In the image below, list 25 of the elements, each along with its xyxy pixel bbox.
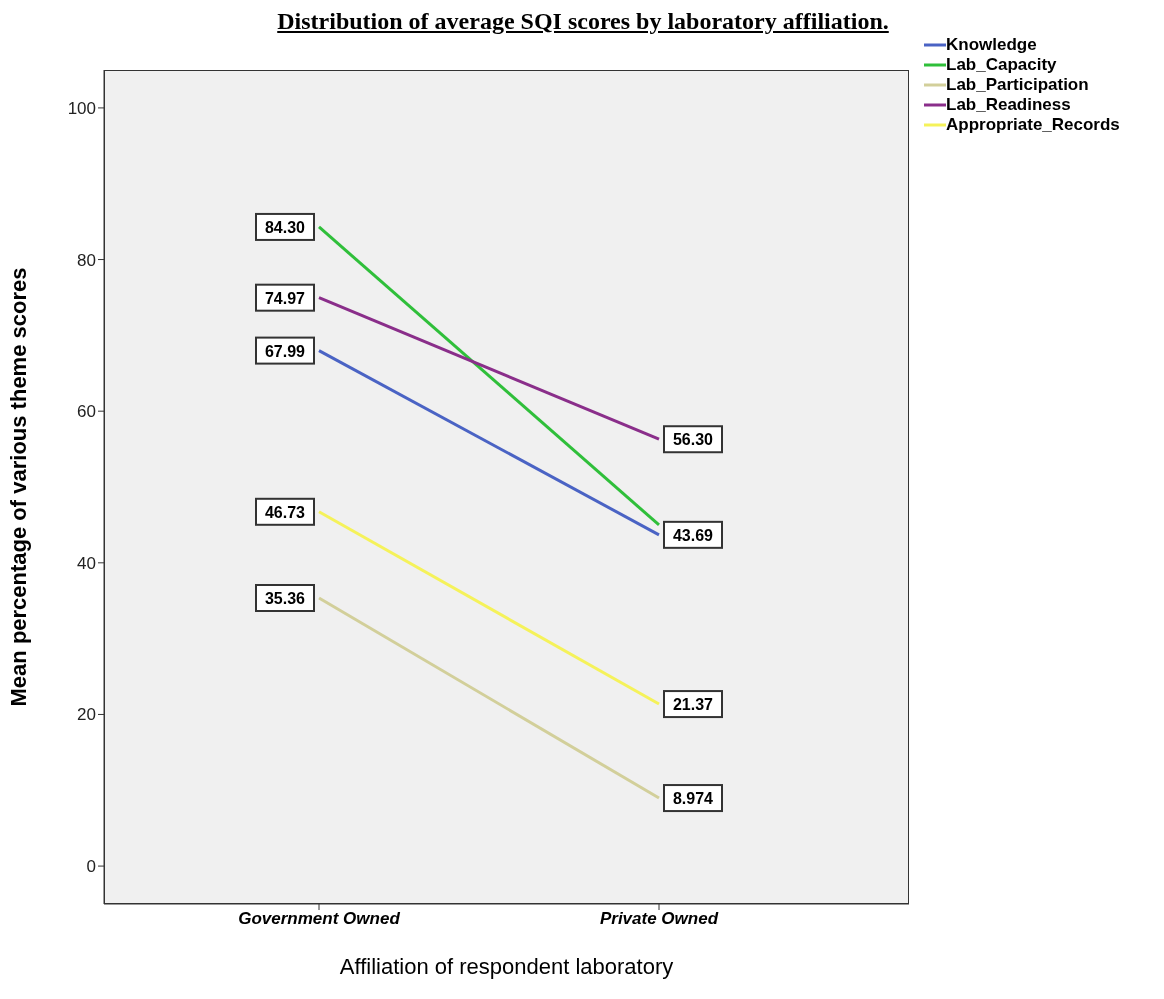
data-label: 84.30 <box>264 218 306 236</box>
y-tick-label: 80 <box>77 250 96 270</box>
data-label: 8.974 <box>672 790 714 808</box>
legend-label: Lab_Capacity <box>946 55 1057 75</box>
y-tick-label: 40 <box>77 553 96 573</box>
y-tick-label: 100 <box>67 98 96 118</box>
data-label: 21.37 <box>672 696 714 714</box>
chart-title: Distribution of average SQI scores by laboratory affiliation. <box>276 8 890 35</box>
y-tick-label: 0 <box>86 857 96 877</box>
y-tick-label: 20 <box>77 705 96 725</box>
data-label: 56.30 <box>672 431 714 449</box>
data-label: 46.73 <box>264 503 306 521</box>
y-axis-title: Mean percentage of various theme scores <box>5 267 31 707</box>
data-label: 35.36 <box>264 590 306 607</box>
x-tick-label: Private Owned <box>599 909 719 929</box>
data-label: 74.97 <box>264 289 306 307</box>
legend-label: Appropriate_Records <box>946 115 1120 135</box>
legend-label: Lab_Readiness <box>946 95 1071 115</box>
x-tick-label: Government Owned <box>238 909 401 929</box>
legend-label: Knowledge <box>946 35 1037 55</box>
legend-label: Lab_Participation <box>946 75 1089 95</box>
y-tick-label: 60 <box>77 402 96 422</box>
x-axis-title: Affiliation of respondent laboratory <box>339 954 674 979</box>
data-label: 43.69 <box>672 526 714 544</box>
data-label: 67.99 <box>264 342 306 360</box>
